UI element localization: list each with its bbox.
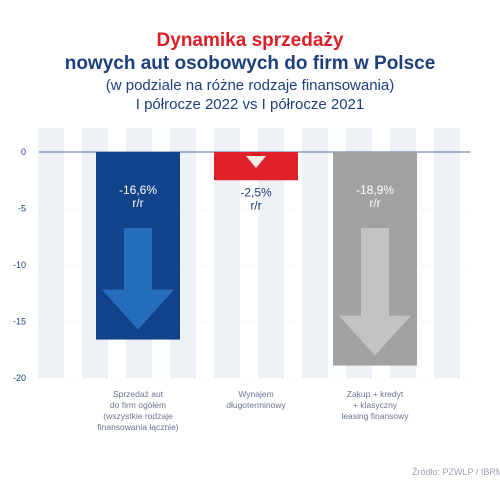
y-tick-label-2: -10: [13, 260, 26, 270]
category-label-1-0: Wynajem: [238, 389, 273, 399]
chart-title-line-2: nowych aut osobowych do firm w Polsce: [64, 53, 436, 74]
chart-title-line-1: Dynamika sprzedaży: [156, 30, 344, 51]
y-tick-label-0: 0: [21, 147, 26, 157]
category-label-0-2: (wszystkie rodzaje: [103, 411, 173, 421]
chart-subtitle-line-2: I półrocze 2022 vs I półrocze 2021: [135, 96, 365, 113]
category-label-2-0: Zakup + kredyt: [347, 389, 404, 399]
data-label-1-1: r/r: [250, 198, 261, 212]
category-label-0-3: finansowania łącznie): [97, 422, 178, 432]
y-tick-label-3: -15: [13, 317, 26, 327]
y-tick-label-4: -20: [13, 373, 26, 383]
data-label-0-0: -16,6%: [119, 183, 157, 197]
data-label-0-1: r/r: [132, 196, 143, 210]
chart-subtitle-line-1: (w podziale na różne rodzaje finansowani…: [105, 77, 395, 94]
source-note: Źródło: PZWLP / IBRM: [412, 467, 500, 477]
category-label-0-0: Sprzedaż aut: [113, 389, 164, 399]
category-label-2-1: + klasyczny: [353, 400, 398, 410]
chart-title-block: Dynamika sprzedaży nowych aut osobowych …: [0, 30, 500, 114]
data-label-2-0: -18,9%: [356, 183, 394, 197]
down-arrow-icon-0: [102, 228, 174, 330]
grid-band-9: [434, 128, 460, 378]
category-label-2-2: leasing finansowy: [341, 411, 409, 421]
y-tick-label-1: -5: [18, 204, 26, 214]
category-label-1-1: długoterminowy: [226, 400, 286, 410]
data-label-1-0: -2,5%: [240, 185, 272, 199]
grid-band-6: [302, 128, 328, 378]
down-arrow-icon-2: [339, 228, 411, 356]
data-label-2-1: r/r: [369, 196, 380, 210]
category-label-0-1: do firm ogółem: [110, 400, 166, 410]
grid-band-0: [38, 128, 64, 378]
down-arrow-icon-1: [246, 156, 266, 168]
